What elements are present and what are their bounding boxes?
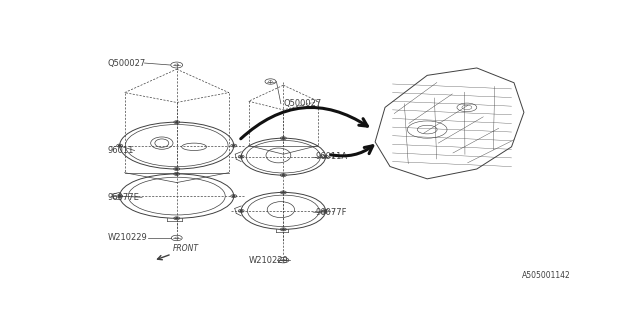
Circle shape: [176, 169, 178, 170]
Circle shape: [282, 138, 284, 139]
Circle shape: [240, 156, 242, 157]
Circle shape: [282, 175, 284, 176]
Circle shape: [176, 122, 178, 123]
Circle shape: [233, 145, 235, 146]
Text: W210229: W210229: [108, 234, 147, 243]
Text: Q500027: Q500027: [108, 59, 145, 68]
Text: 96077E: 96077E: [108, 193, 139, 202]
FancyArrowPatch shape: [331, 146, 372, 156]
Circle shape: [176, 218, 178, 219]
Text: 96077F: 96077F: [316, 208, 347, 217]
Circle shape: [240, 210, 242, 212]
Text: 96011: 96011: [108, 146, 134, 155]
Text: A505001142: A505001142: [522, 271, 571, 280]
Text: 96011A: 96011A: [316, 152, 348, 161]
FancyArrowPatch shape: [241, 108, 367, 139]
Circle shape: [324, 210, 326, 212]
Text: W210229: W210229: [249, 256, 289, 265]
Text: FRONT: FRONT: [173, 244, 199, 253]
Circle shape: [118, 145, 121, 146]
Text: Q500027: Q500027: [284, 99, 322, 108]
Circle shape: [324, 156, 326, 157]
Circle shape: [282, 192, 284, 193]
Circle shape: [282, 229, 284, 230]
Circle shape: [176, 173, 178, 174]
